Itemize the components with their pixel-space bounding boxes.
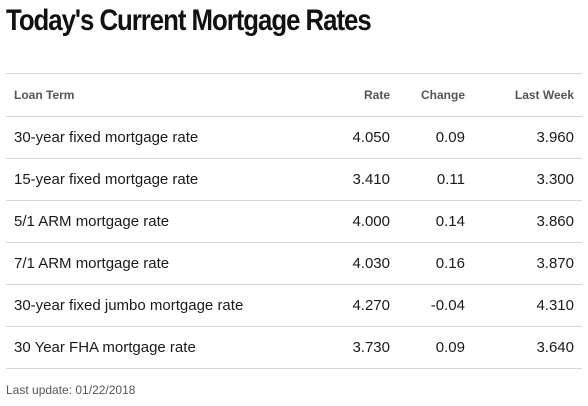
loan-term-cell: 30-year fixed jumbo mortgage rate — [6, 284, 306, 327]
last-week-cell: 3.960 — [473, 116, 582, 159]
last-update-note: Last update: 01/22/2018 — [6, 383, 136, 397]
table-row: 15-year fixed mortgage rate 3.410 0.11 3… — [6, 158, 582, 201]
rate-cell: 4.030 — [306, 242, 398, 285]
rate-cell: 4.050 — [306, 116, 398, 159]
table-row: 5/1 ARM mortgage rate 4.000 0.14 3.860 — [6, 200, 582, 243]
change-cell: 0.16 — [398, 242, 473, 285]
loan-term-cell: 30 Year FHA mortgage rate — [6, 326, 306, 369]
table-header-row: Loan Term Rate Change Last Week — [6, 73, 582, 117]
column-header-rate: Rate — [306, 73, 398, 117]
table-row: 30 Year FHA mortgage rate 3.730 0.09 3.6… — [6, 326, 582, 369]
loan-term-cell: 7/1 ARM mortgage rate — [6, 242, 306, 285]
rate-cell: 4.000 — [306, 200, 398, 243]
rate-cell: 3.730 — [306, 326, 398, 369]
loan-term-cell: 15-year fixed mortgage rate — [6, 158, 306, 201]
last-week-cell: 3.300 — [473, 158, 582, 201]
last-week-cell: 3.860 — [473, 200, 582, 243]
table-row: 30-year fixed mortgage rate 4.050 0.09 3… — [6, 116, 582, 159]
column-header-last-week: Last Week — [473, 73, 582, 117]
last-week-cell: 3.870 — [473, 242, 582, 285]
loan-term-cell: 5/1 ARM mortgage rate — [6, 200, 306, 243]
loan-term-cell: 30-year fixed mortgage rate — [6, 116, 306, 159]
last-week-cell: 3.640 — [473, 326, 582, 369]
column-header-loan-term: Loan Term — [6, 73, 306, 117]
table-row: 30-year fixed jumbo mortgage rate 4.270 … — [6, 284, 582, 327]
rate-cell: 4.270 — [306, 284, 398, 327]
change-cell: 0.11 — [398, 158, 473, 201]
last-week-cell: 4.310 — [473, 284, 582, 327]
change-cell: 0.09 — [398, 116, 473, 159]
change-cell: -0.04 — [398, 284, 473, 327]
change-cell: 0.14 — [398, 200, 473, 243]
column-header-change: Change — [398, 73, 473, 117]
rate-cell: 3.410 — [306, 158, 398, 201]
change-cell: 0.09 — [398, 326, 473, 369]
page-title: Today's Current Mortgage Rates — [6, 4, 372, 37]
table-row: 7/1 ARM mortgage rate 4.030 0.16 3.870 — [6, 242, 582, 285]
mortgage-rates-table: Loan Term Rate Change Last Week 30-year … — [6, 73, 582, 369]
